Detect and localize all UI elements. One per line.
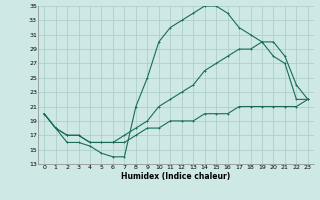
X-axis label: Humidex (Indice chaleur): Humidex (Indice chaleur) (121, 172, 231, 181)
